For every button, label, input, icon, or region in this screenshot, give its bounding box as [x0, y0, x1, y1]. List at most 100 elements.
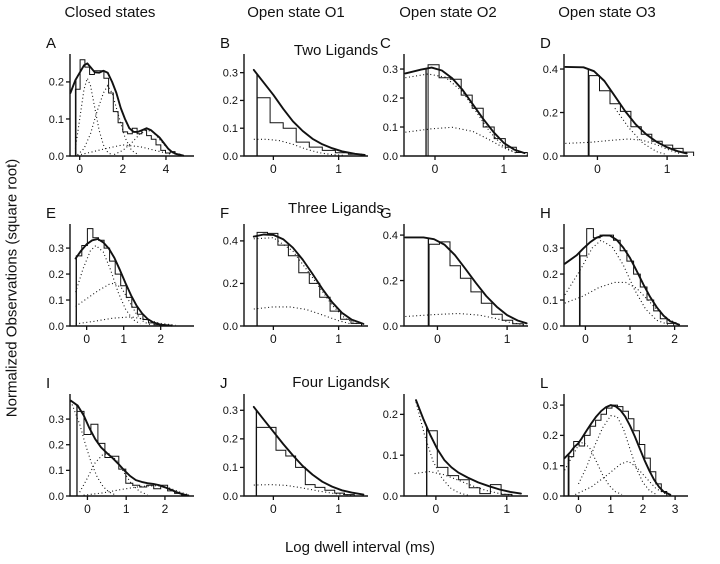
y-tick-label: 0.2	[223, 278, 238, 290]
fit-curve	[563, 404, 672, 496]
y-tick-label: 0.2	[383, 275, 398, 287]
x-tick-label: 0	[434, 332, 441, 346]
x-tick-label: 1	[664, 162, 671, 176]
y-tick-label: 0.2	[543, 269, 558, 281]
column-header-closed-states: Closed states	[64, 4, 156, 21]
x-tick-label: 0	[83, 332, 90, 346]
y-tick-label: 0.3	[49, 414, 64, 426]
axes	[243, 224, 368, 327]
component-curve	[564, 281, 680, 325]
column-header-open-state-o3: Open state O3	[558, 4, 656, 21]
component-curve	[564, 441, 623, 496]
fit-curve	[252, 233, 365, 325]
fit-curve	[69, 399, 190, 497]
y-axis-label: Normalized Observations (square root)	[3, 158, 21, 418]
axes	[69, 224, 194, 327]
histogram	[256, 231, 362, 326]
x-tick-label: 1	[120, 332, 127, 346]
fit-curve	[564, 65, 688, 155]
x-tick-label: 1	[504, 332, 511, 346]
histogram	[567, 404, 668, 496]
x-tick-label: 1	[501, 162, 508, 176]
panel-G: 0.0 0.2 0.4 0 1 G	[380, 206, 528, 346]
panel-F: 0.0 0.2 0.4 0 1 F	[220, 206, 368, 346]
x-tick-label: 0	[270, 332, 277, 346]
y-tick-label: 0.4	[543, 64, 558, 76]
y-tick-label: 0.0	[383, 321, 398, 333]
y-tick-label: 0.2	[543, 107, 558, 119]
y-tick-label: 0.0	[49, 491, 64, 503]
axes	[243, 394, 368, 497]
component-curve	[253, 237, 359, 325]
histogram	[426, 430, 513, 496]
fit-curve	[252, 68, 366, 156]
y-tick-label: 0.0	[223, 321, 238, 333]
x-tick-label: 3	[672, 502, 679, 516]
y-tick-label: 0.0	[543, 321, 558, 333]
panel-I: 0.0 0.1 0.2 0.3 0 1 2 I	[46, 376, 194, 516]
y-tick-label: 0.4	[223, 236, 238, 248]
x-tick-label: 2	[119, 162, 126, 176]
panel-C: 0.0 0.1 0.2 0.3 0 1 C	[380, 36, 528, 176]
y-tick-label: 0.2	[223, 434, 238, 446]
x-tick-label: 0	[270, 502, 277, 516]
x-tick-label: 2	[671, 332, 678, 346]
x-tick-label: 0	[84, 502, 91, 516]
x-tick-label: 0	[575, 502, 582, 516]
fit-curve	[563, 234, 681, 326]
panel-label: H	[540, 206, 551, 222]
panel-L: 0.0 0.1 0.2 0.3 0 1 2 3 L	[540, 376, 688, 516]
axes	[403, 224, 528, 327]
y-tick-label: 0.1	[49, 465, 64, 477]
panel-label: L	[540, 376, 548, 392]
panel-label: A	[46, 36, 56, 52]
panel-D: 0.0 0.2 0.4 0 1 D	[540, 36, 695, 176]
y-tick-label: 0.0	[223, 491, 238, 503]
component-curve	[70, 400, 115, 496]
y-tick-label: 0.0	[49, 151, 64, 163]
row-header-three-ligands: Three Ligands	[288, 200, 384, 217]
x-tick-label: 0	[582, 332, 589, 346]
component-curve	[575, 460, 666, 495]
histogram	[255, 426, 355, 496]
fit-curve	[69, 62, 185, 157]
column-header-open-state-o2: Open state O2	[399, 4, 497, 21]
x-tick-label: 2	[162, 502, 169, 516]
y-tick-label: 0.0	[223, 151, 238, 163]
y-tick-label: 0.0	[543, 491, 558, 503]
x-tick-label: 0	[594, 162, 601, 176]
component-curve	[75, 316, 176, 326]
x-tick-label: 1	[335, 162, 342, 176]
y-tick-label: 0.1	[543, 295, 558, 307]
axes	[563, 394, 688, 497]
panel-label: C	[380, 36, 391, 52]
y-tick-label: 0.3	[543, 243, 558, 255]
row-header-four-ligands: Four Ligands	[292, 374, 380, 391]
y-tick-label: 0.2	[49, 77, 64, 89]
axes	[69, 394, 194, 497]
fit-curve	[404, 66, 526, 155]
component-curve	[77, 144, 171, 156]
x-tick-label: 1	[627, 332, 634, 346]
y-tick-label: 0.3	[543, 400, 558, 412]
panel-H: 0.0 0.1 0.2 0.3 0 1 2 H	[540, 206, 688, 346]
y-tick-label: 0.2	[49, 269, 64, 281]
panel-E: 0.0 0.1 0.2 0.3 0 1 2 E	[46, 206, 194, 346]
axes	[69, 54, 194, 157]
axes	[243, 54, 368, 157]
histogram	[76, 410, 190, 496]
y-tick-label: 0.1	[383, 122, 398, 134]
y-tick-label: 0.1	[543, 460, 558, 472]
x-tick-label: 2	[157, 332, 164, 346]
y-tick-label: 0.3	[223, 67, 238, 79]
histogram	[579, 228, 675, 326]
x-axis-label: Log dwell interval (ms)	[284, 539, 436, 556]
component-curve	[253, 138, 346, 156]
y-tick-label: 0.2	[543, 430, 558, 442]
panel-label: E	[46, 206, 56, 222]
axes	[403, 394, 528, 497]
panel-label: D	[540, 36, 551, 52]
component-curve	[75, 244, 141, 325]
axes	[563, 54, 688, 157]
